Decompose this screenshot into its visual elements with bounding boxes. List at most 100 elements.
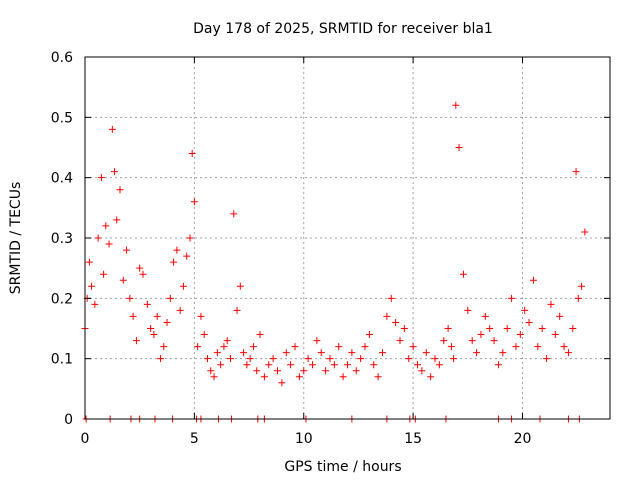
data-point <box>578 282 586 290</box>
data-point <box>295 373 303 381</box>
data-point <box>572 168 580 176</box>
data-point <box>569 325 577 332</box>
grid-layer <box>85 57 610 419</box>
data-point <box>581 228 589 236</box>
data-point <box>269 355 277 363</box>
data-point <box>100 270 108 278</box>
x-tick-label: 0 <box>81 431 90 447</box>
data-point <box>525 318 533 326</box>
tick-layer: 0 5 10 15 20 0 0.1 0.2 0.3 0.4 0.5 0.6 <box>51 50 610 447</box>
data-point <box>166 294 174 302</box>
data-point <box>538 325 546 332</box>
data-point <box>236 282 244 290</box>
data-point <box>490 337 498 345</box>
data-point <box>132 337 140 345</box>
data-point <box>200 331 208 339</box>
data-point <box>468 337 476 345</box>
data-point <box>405 355 413 363</box>
data-point <box>150 331 158 339</box>
data-point <box>282 349 290 357</box>
x-tick-label: 5 <box>190 431 199 447</box>
chart-title: Day 178 of 2025, SRMTID for receiver bla… <box>193 21 493 37</box>
data-point <box>287 361 295 369</box>
data-point <box>226 355 234 363</box>
data-point <box>396 337 404 345</box>
data-point <box>85 258 93 266</box>
data-point <box>486 325 494 332</box>
data-point <box>348 349 356 357</box>
data-point <box>123 246 131 254</box>
data-point <box>503 325 511 332</box>
data-point <box>129 312 137 320</box>
data-point <box>88 282 96 290</box>
data-point <box>190 198 198 206</box>
data-point <box>444 325 452 332</box>
y-tick-label: 0.4 <box>51 171 73 187</box>
data-point <box>300 367 308 375</box>
data-point <box>374 373 382 381</box>
data-point <box>499 349 507 357</box>
data-point <box>274 367 281 375</box>
data-point <box>361 343 369 351</box>
data-point <box>379 349 386 357</box>
data-point <box>265 361 273 369</box>
data-point <box>102 222 110 230</box>
data-point <box>153 312 161 320</box>
data-point <box>256 331 264 339</box>
data-point <box>249 343 257 351</box>
data-point <box>147 325 155 332</box>
data-point <box>223 337 231 345</box>
data-point <box>304 355 312 363</box>
data-point <box>313 337 321 345</box>
data-point <box>204 355 211 363</box>
data-point <box>186 234 194 242</box>
data-point <box>233 306 241 314</box>
data-point <box>94 234 102 242</box>
data-point <box>230 210 238 218</box>
data-point <box>143 300 151 308</box>
data-point <box>431 355 439 363</box>
data-point <box>91 300 99 308</box>
data-point <box>260 373 268 381</box>
data-point <box>243 361 251 369</box>
data-point <box>335 343 343 351</box>
data-point <box>383 312 391 320</box>
data-point <box>455 144 463 151</box>
x-tick-label: 10 <box>295 431 313 447</box>
data-point <box>291 343 299 351</box>
data-point <box>240 349 248 357</box>
data-point <box>494 361 502 369</box>
data-point <box>220 343 228 351</box>
data-point <box>213 349 221 357</box>
data-point <box>534 343 542 351</box>
data-point <box>450 355 458 363</box>
data-point <box>452 101 460 109</box>
data-point <box>160 343 168 351</box>
data-point <box>473 349 481 357</box>
data-point <box>194 343 202 351</box>
data-point <box>108 125 116 133</box>
y-tick-label: 0.3 <box>51 231 73 247</box>
data-point <box>253 367 261 375</box>
data-point <box>459 270 467 278</box>
data-point <box>481 312 489 320</box>
data-point <box>512 343 520 351</box>
data-point <box>543 355 551 363</box>
data-point <box>170 258 178 266</box>
data-point <box>317 349 325 357</box>
data-point <box>176 306 184 314</box>
data-point <box>330 361 338 369</box>
data-point <box>309 361 316 369</box>
data-point <box>365 331 373 339</box>
data-point <box>447 343 455 351</box>
y-tick-label: 0.2 <box>51 291 73 307</box>
data-point <box>508 294 516 302</box>
data-point <box>547 300 555 308</box>
data-point <box>477 331 485 339</box>
data-point <box>210 373 218 381</box>
data-point <box>126 294 134 302</box>
data-point <box>183 252 191 260</box>
data-point <box>414 361 421 369</box>
data-point <box>370 361 378 369</box>
